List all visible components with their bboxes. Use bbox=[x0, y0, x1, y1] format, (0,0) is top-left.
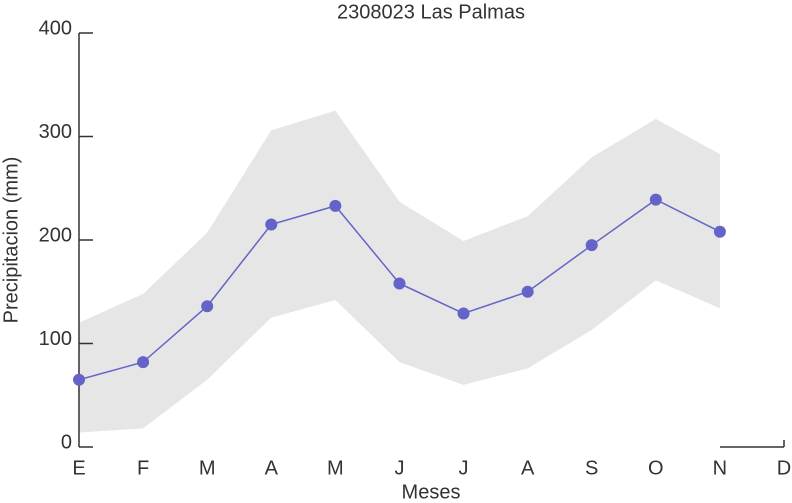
x-tick-label: E bbox=[72, 457, 85, 479]
data-point bbox=[713, 225, 726, 238]
x-tick-label: M bbox=[199, 457, 216, 479]
x-tick-label: J bbox=[459, 457, 469, 479]
y-tick-label: 100 bbox=[39, 328, 72, 350]
x-axis-label: Meses bbox=[402, 481, 461, 503]
band-area bbox=[79, 110, 720, 433]
x-tick-label: N bbox=[713, 457, 727, 479]
data-point bbox=[201, 300, 214, 313]
x-tick-label: O bbox=[648, 457, 664, 479]
x-tick-label: A bbox=[265, 457, 279, 479]
data-point bbox=[265, 218, 278, 231]
data-point bbox=[649, 193, 662, 206]
data-point bbox=[393, 277, 406, 290]
x-tick-label: F bbox=[137, 457, 149, 479]
x-tick-label: D bbox=[777, 457, 791, 479]
y-axis-label: Precipitacion (mm) bbox=[0, 157, 22, 324]
data-point bbox=[329, 199, 342, 212]
y-tick-label: 0 bbox=[61, 431, 72, 453]
chart-title: 2308023 Las Palmas bbox=[337, 1, 525, 23]
data-point bbox=[585, 239, 598, 252]
data-point bbox=[457, 307, 470, 320]
x-tick-label: A bbox=[521, 457, 535, 479]
data-point bbox=[73, 373, 85, 386]
x-tick-label: M bbox=[327, 457, 344, 479]
data-point bbox=[521, 285, 534, 298]
x-tick-label: S bbox=[585, 457, 598, 479]
y-tick-label: 200 bbox=[39, 224, 72, 246]
x-tick-label: J bbox=[394, 457, 404, 479]
y-tick-label: 400 bbox=[39, 17, 72, 39]
y-tick-label: 300 bbox=[39, 121, 72, 143]
data-point bbox=[137, 356, 150, 369]
